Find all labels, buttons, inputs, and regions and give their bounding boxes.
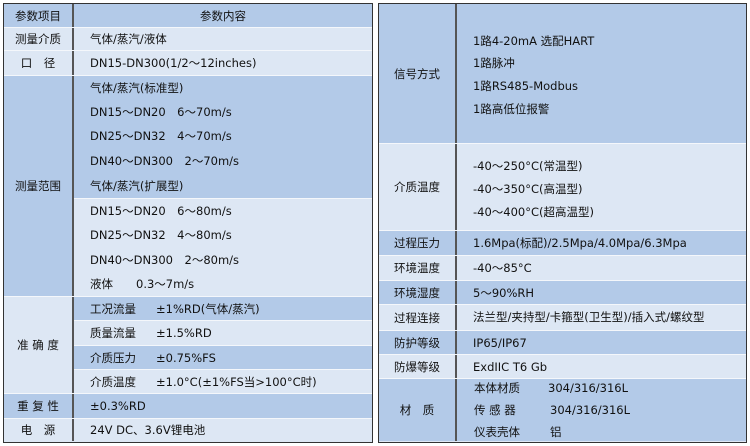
label: 信号方式 (379, 4, 457, 143)
value: ±0.75%FS (156, 351, 216, 365)
value-line: 气体/蒸汽(扩展型) (90, 179, 184, 193)
value: ±1%RD(气体/蒸汽) (156, 302, 260, 316)
value: 气体/蒸汽/液体 (90, 32, 167, 46)
value-line: 气体/蒸汽(标准型) (90, 81, 184, 95)
value-line: -40～350°C(高温型) (473, 182, 583, 196)
label: 材 质 (379, 379, 457, 441)
spec-table-left: 参数项目 参数内容 测量介质 气体/蒸汽/液体 口 径 DN15-DN300(1… (3, 3, 373, 443)
value: 1.6Mpa(标配)/2.5Mpa/4.0Mpa/6.3Mpa (473, 236, 687, 250)
label: 环境温度 (379, 256, 457, 280)
value-line: -40～400°C(超高温型) (473, 205, 594, 219)
row-ambient-temp: 环境温度 -40～85°C (379, 256, 746, 281)
value-line: DN40～DN300 2～80m/s (90, 253, 240, 267)
row-pressure: 过程压力 1.6Mpa(标配)/2.5Mpa/4.0Mpa/6.3Mpa (379, 231, 746, 256)
row-power: 电 源 24V DC、3.6V锂电池 (4, 419, 372, 441)
label: 准 确 度 (4, 297, 74, 393)
row-signal: 信号方式 1路4-20mA 选配HART 1路脉冲 1路RS485-Modbus… (379, 4, 746, 144)
row-protection: 防护等级 IP65/IP67 (379, 331, 746, 355)
value: 铝 (550, 425, 562, 439)
row-medium: 测量介质 气体/蒸汽/液体 (4, 28, 372, 51)
value: -40～85°C (473, 261, 532, 275)
label: 测量范围 (4, 76, 74, 296)
value-line: DN25～DN32 4～80m/s (90, 228, 232, 242)
value-line: 液体 0.3～7m/s (90, 277, 195, 291)
label: 介质温度 (379, 144, 457, 230)
row-accuracy: 准 确 度 工况流量 ±1%RD(气体/蒸汽) 质量流量 ±1.5%RD 介质压力 ±… (4, 297, 372, 394)
header-row: 参数项目 参数内容 (4, 4, 372, 28)
spec-table-right: 信号方式 1路4-20mA 选配HART 1路脉冲 1路RS485-Modbus… (378, 3, 747, 443)
value-line: 1路4-20mA 选配HART (473, 34, 595, 48)
label: 防爆等级 (379, 355, 457, 378)
value-line: DN15～DN20 6～80m/s (90, 204, 232, 218)
key: 工况流量 (90, 302, 136, 316)
header-label: 参数项目 (4, 4, 74, 27)
value-line: 1路脉冲 (473, 56, 515, 70)
value: ±1.5%RD (156, 326, 212, 340)
value: 304/316/316L (550, 403, 631, 417)
value: IP65/IP67 (473, 336, 527, 350)
label: 重 复 性 (4, 394, 74, 418)
value: 法兰型/夹持型/卡箍型(卫生型)/插入式/螺纹型 (473, 310, 705, 324)
value: 5～90%RH (473, 286, 535, 300)
label: 口 径 (4, 51, 74, 75)
label: 过程压力 (379, 231, 457, 255)
value: ±0.3%RD (90, 399, 146, 413)
value: ExdIIC T6 Gb (473, 360, 548, 374)
row-repeat: 重 复 性 ±0.3%RD (4, 394, 372, 419)
label: 测量介质 (4, 28, 74, 50)
value: 304/316/316L (548, 381, 629, 395)
label: 环境湿度 (379, 281, 457, 304)
row-explosion: 防爆等级 ExdIIC T6 Gb (379, 355, 746, 379)
header-value: 参数内容 (200, 8, 246, 23)
label: 防护等级 (379, 331, 457, 354)
value-line: 1路RS485-Modbus (473, 79, 579, 93)
value: DN15-DN300(1/2～12inches) (90, 56, 257, 70)
value: ±1.0°C(±1%FS当>100°C时) (156, 375, 317, 389)
value-line: DN40～DN300 2～70m/s (90, 154, 240, 168)
row-material: 材 质 本体材质 304/316/316L 传 感 器 304/316/316L 仪… (379, 379, 746, 441)
row-humidity: 环境湿度 5～90%RH (379, 281, 746, 305)
key: 仪表壳体 (474, 425, 520, 439)
key: 传 感 器 (474, 403, 516, 417)
value-line: DN15～DN20 6～70m/s (90, 105, 232, 119)
key: 质量流量 (90, 326, 136, 340)
value-line: -40～250°C(常温型) (473, 159, 583, 173)
row-connection: 过程连接 法兰型/夹持型/卡箍型(卫生型)/插入式/螺纹型 (379, 305, 746, 331)
key: 介质压力 (90, 351, 136, 365)
label: 过程连接 (379, 305, 457, 330)
row-bore: 口 径 DN15-DN300(1/2～12inches) (4, 51, 372, 76)
value: 24V DC、3.6V锂电池 (90, 423, 206, 437)
value-line: 1路高低位报警 (473, 102, 550, 116)
key: 介质温度 (90, 375, 136, 389)
row-temp: 介质温度 -40～250°C(常温型) -40～350°C(高温型) -40～4… (379, 144, 746, 231)
value-line: DN25～DN32 4～70m/s (90, 129, 232, 143)
row-range: 测量范围 气体/蒸汽(标准型) DN15～DN20 6～70m/s DN25～D… (4, 76, 372, 297)
label: 电 源 (4, 419, 74, 441)
key: 本体材质 (474, 381, 520, 395)
